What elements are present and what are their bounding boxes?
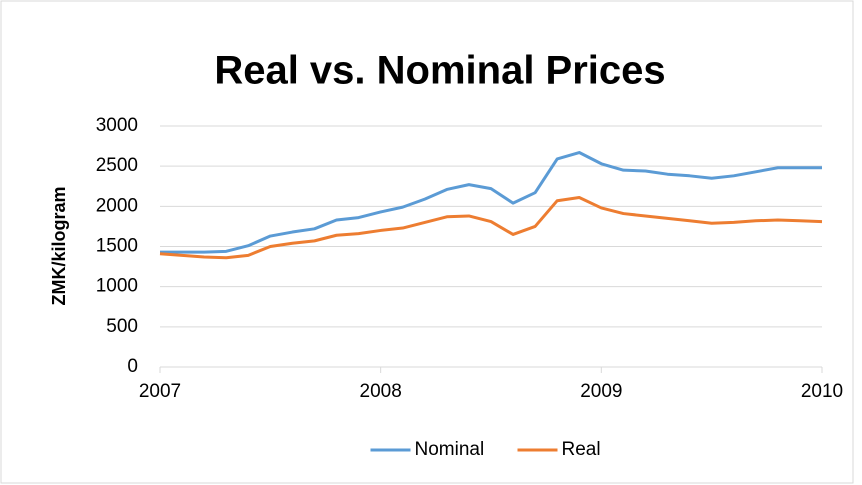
x-tick-label: 2008 bbox=[360, 381, 402, 402]
y-tick-label: 0 bbox=[127, 356, 138, 377]
y-axis-label: ZMK/kilogram bbox=[49, 186, 69, 305]
x-tick-label: 2007 bbox=[139, 381, 181, 402]
legend-label: Nominal bbox=[415, 439, 485, 460]
x-tick-label: 2010 bbox=[801, 381, 843, 402]
legend-label: Real bbox=[562, 439, 601, 460]
y-tick-label: 1000 bbox=[96, 276, 138, 297]
y-tick-label: 500 bbox=[106, 316, 138, 337]
series-line bbox=[160, 151, 822, 254]
y-tick-label: 2000 bbox=[96, 195, 138, 216]
y-tick-label: 3000 bbox=[96, 115, 138, 136]
series-line bbox=[159, 195, 823, 260]
y-tick-label: 1500 bbox=[96, 236, 138, 257]
y-tick-label: 2500 bbox=[96, 155, 138, 176]
x-tick-label: 2009 bbox=[580, 381, 622, 402]
chart-title: Real vs. Nominal Prices bbox=[214, 49, 665, 93]
